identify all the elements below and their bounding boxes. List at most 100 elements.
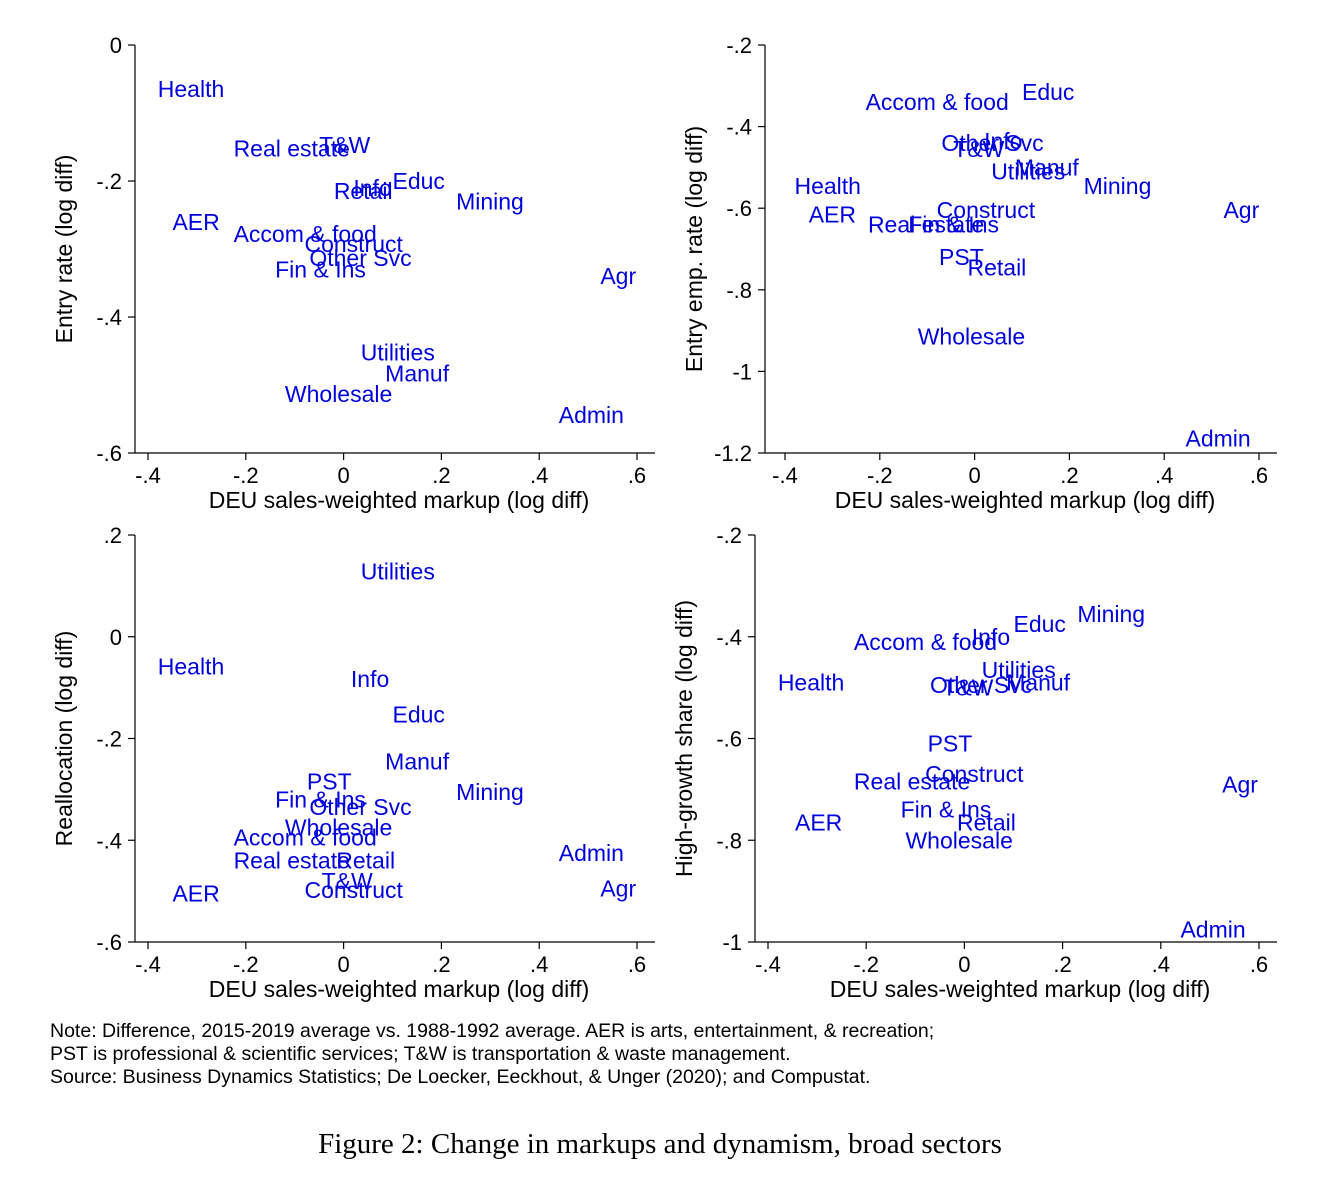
y-tick-label: -.2 <box>96 169 122 194</box>
point-label-admin: Admin <box>1180 916 1245 942</box>
scatter-panel-2: -.2 -.4 -.6 -.8 -1 -1.2 -.4 -.2 0 .2 .4 .6 DEU sales… <box>681 33 1277 513</box>
point-label-health: Health <box>158 653 224 679</box>
x-tick-label: .4 <box>1152 952 1170 977</box>
y-tick-label: -.8 <box>726 278 752 303</box>
point-label-utilities: Utilities <box>982 657 1056 683</box>
y-tick-label: -.2 <box>96 727 122 752</box>
x-tick-label: -.2 <box>853 952 879 977</box>
x-tick-label: 0 <box>968 463 980 488</box>
point-label-admin: Admin <box>559 840 624 866</box>
point-label-construct: Construct <box>304 231 403 257</box>
y-tick-label: 0 <box>110 33 122 58</box>
point-label-health: Health <box>158 76 224 102</box>
point-label-mining: Mining <box>1084 173 1152 199</box>
point-label-agr: Agr <box>600 263 636 289</box>
scatter-panel-1: 0 -.2 -.4 -.6 -.4 -.2 0 .2 .4 .6 DEU sales-weighte… <box>51 33 655 513</box>
x-tick-label: .6 <box>1250 952 1268 977</box>
point-label-retail: Retail <box>334 178 393 204</box>
point-label-info: Info <box>984 128 1022 154</box>
x-tick-label: 0 <box>337 952 349 977</box>
figure-caption: Figure 2: Change in markups and dynamism… <box>318 1128 1002 1160</box>
point-label-wholesale: Wholesale <box>285 381 392 407</box>
x-axis-title: DEU sales-weighted markup (log diff) <box>830 976 1211 1002</box>
y-tick-label: -.4 <box>96 828 122 853</box>
point-label-construct: Construct <box>925 761 1024 787</box>
point-label-fin-and-ins: Fin & Ins <box>901 797 992 823</box>
point-label-agr: Agr <box>600 876 636 902</box>
point-label-utilities: Utilities <box>991 158 1065 184</box>
note-line-1: Note: Difference, 2015-2019 average vs. … <box>50 1020 935 1042</box>
point-label-retail: Retail <box>957 809 1016 835</box>
y-tick-label: -.4 <box>716 625 742 650</box>
x-tick-label: .6 <box>628 463 646 488</box>
point-label-tandw: T&W <box>322 868 373 894</box>
y-tick-label: -1 <box>722 930 742 955</box>
point-label-aer: AER <box>809 201 856 227</box>
point-label-aer: AER <box>172 881 219 907</box>
point-label-retail: Retail <box>336 848 395 874</box>
x-tick-label: -.2 <box>233 463 259 488</box>
point-label-other-svc: Other Svc <box>941 130 1043 156</box>
point-label-wholesale: Wholesale <box>918 324 1025 350</box>
point-label-mining: Mining <box>456 779 524 805</box>
x-tick-label: -.2 <box>233 952 259 977</box>
point-label-accom-and-food: Accom & food <box>854 629 997 655</box>
y-tick-label: -.4 <box>96 305 122 330</box>
x-tick-label: .4 <box>530 952 548 977</box>
point-label-wholesale: Wholesale <box>285 815 392 841</box>
x-tick-label: -.2 <box>867 463 893 488</box>
x-tick-label: -.4 <box>772 463 798 488</box>
point-label-manuf: Manuf <box>1006 670 1071 696</box>
y-tick-label: -.4 <box>726 115 752 140</box>
x-axis-title: DEU sales-weighted markup (log diff) <box>209 976 590 1002</box>
y-axis-title: Entry rate (log diff) <box>51 155 77 344</box>
point-label-real-estate: Real estate <box>868 212 984 238</box>
point-label-other-svc: Other Svc <box>309 794 411 820</box>
point-label-utilities: Utilities <box>361 559 435 585</box>
point-label-info: Info <box>353 175 391 201</box>
point-label-utilities: Utilities <box>361 339 435 365</box>
point-label-fin-and-ins: Fin & Ins <box>908 212 999 238</box>
point-label-agr: Agr <box>1222 771 1258 797</box>
x-tick-label: -.4 <box>135 952 161 977</box>
point-label-construct: Construct <box>304 877 403 903</box>
point-label-manuf: Manuf <box>1015 154 1080 180</box>
point-label-mining: Mining <box>456 188 524 214</box>
x-axis-title: DEU sales-weighted markup (log diff) <box>209 487 590 513</box>
x-tick-label: .2 <box>432 463 450 488</box>
point-label-fin-and-ins: Fin & Ins <box>275 787 366 813</box>
point-label-accom-and-food: Accom & food <box>866 89 1009 115</box>
point-label-educ: Educ <box>393 168 445 194</box>
y-tick-label: -.6 <box>96 441 122 466</box>
point-label-real-estate: Real estate <box>234 848 350 874</box>
point-label-other-svc: Other Svc <box>309 245 411 271</box>
x-tick-label: .6 <box>628 952 646 977</box>
point-label-pst: PST <box>928 731 973 757</box>
point-label-tandw: T&W <box>953 136 1004 162</box>
point-label-tandw: T&W <box>319 132 370 158</box>
point-label-wholesale: Wholesale <box>905 827 1012 853</box>
y-tick-label: -.6 <box>716 727 742 752</box>
y-axis-title: Entry emp. rate (log diff) <box>681 126 707 372</box>
y-axis-title: High-growth share (log diff) <box>671 600 697 877</box>
point-label-mining: Mining <box>1077 601 1145 627</box>
point-label-accom-and-food: Accom & food <box>234 221 377 247</box>
x-tick-label: .4 <box>530 463 548 488</box>
point-label-aer: AER <box>795 809 842 835</box>
point-label-manuf: Manuf <box>385 360 450 386</box>
y-tick-label: -.6 <box>726 196 752 221</box>
point-label-real-estate: Real estate <box>854 769 970 795</box>
point-label-educ: Educ <box>393 702 445 728</box>
scatter-panel-3: .2 0 -.2 -.4 -.6 -.4 -.2 0 .2 .4 .6 DEU sales-weigh… <box>51 523 655 1002</box>
point-label-pst: PST <box>307 769 352 795</box>
x-tick-label: .6 <box>1250 463 1268 488</box>
y-tick-label: -.2 <box>726 33 752 58</box>
point-label-manuf: Manuf <box>385 748 450 774</box>
x-tick-label: .4 <box>1155 463 1173 488</box>
point-label-aer: AER <box>172 209 219 235</box>
figure-note: Note: Difference, 2015-2019 average vs. … <box>50 1020 1290 1089</box>
point-label-health: Health <box>794 173 860 199</box>
x-tick-label: -.4 <box>755 952 781 977</box>
y-axis-title: Reallocation (log diff) <box>51 631 77 847</box>
